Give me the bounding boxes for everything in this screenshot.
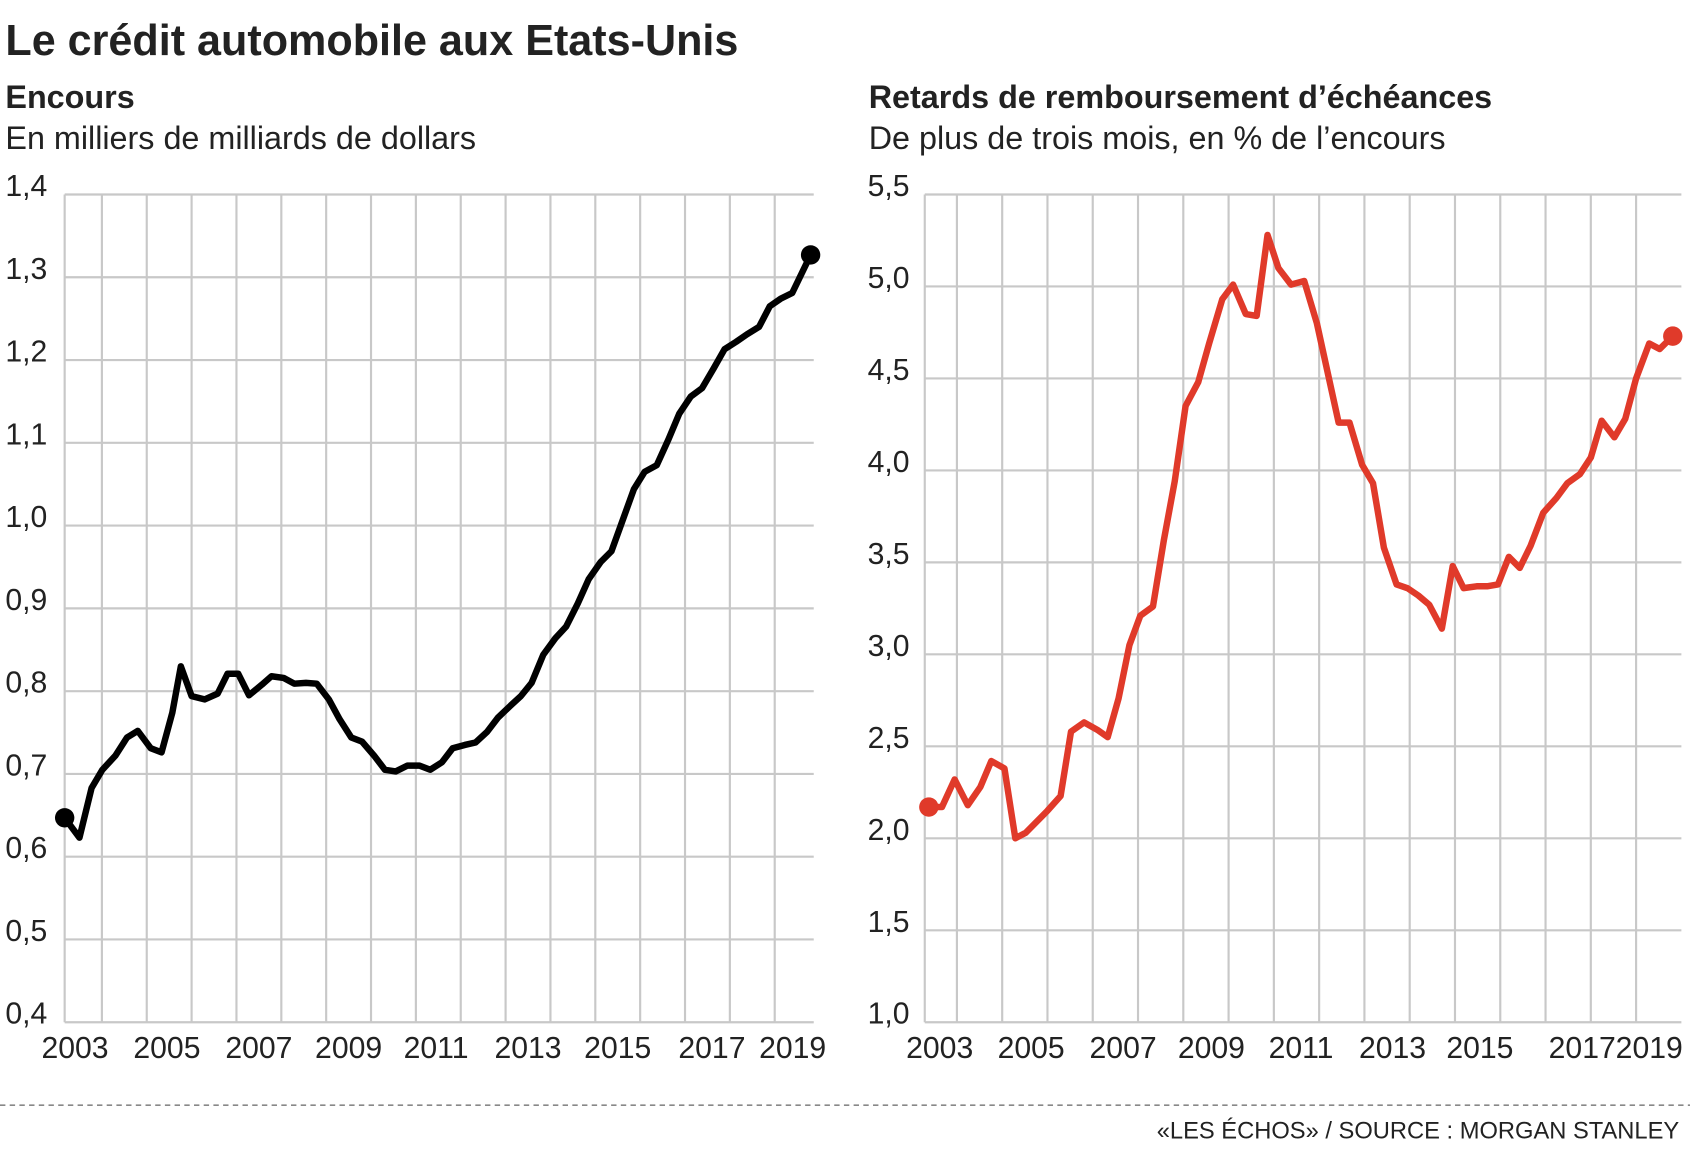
y-tick-label: 0,8 [5, 667, 47, 700]
x-tick-label: 2011 [404, 1032, 469, 1065]
y-tick-label: 1,0 [5, 501, 47, 534]
y-tick-label: 2,0 [868, 814, 910, 847]
y-tick-label: 1,5 [868, 906, 910, 939]
y-tick-label: 5,5 [868, 170, 910, 203]
x-tick-label: 2005 [998, 1032, 1065, 1065]
y-tick-label: 1,2 [5, 336, 47, 369]
x-tick-label: 2015 [1446, 1032, 1513, 1065]
x-tick-label: 2013 [494, 1032, 561, 1065]
x-tick-label: 2013 [1359, 1032, 1426, 1065]
x-tick-label: 2007 [1090, 1032, 1157, 1065]
x-tick-label: 2017 [678, 1032, 745, 1065]
end-point [800, 245, 821, 265]
chart-subtitle: En milliers de milliards de dollars [5, 120, 476, 156]
data-line [61, 251, 814, 841]
chart-title: Encours [5, 79, 134, 115]
end-point [919, 797, 939, 817]
x-tick-label: 2011 [1269, 1032, 1334, 1065]
data-line [925, 231, 1677, 842]
y-tick-label: 0,9 [5, 584, 47, 617]
end-point [54, 808, 75, 828]
y-tick-label: 1,0 [868, 998, 910, 1031]
x-tick-label: 2003 [41, 1032, 108, 1065]
y-tick-label: 1,3 [5, 253, 47, 286]
x-tick-label: 2009 [315, 1032, 382, 1065]
x-tick-label: 2003 [906, 1032, 973, 1065]
y-tick-label: 0,6 [5, 832, 47, 865]
y-tick-label: 0,5 [5, 915, 47, 948]
chart-subtitle: De plus de trois mois, en % de l’encours [869, 120, 1446, 156]
x-tick-label: 2007 [225, 1032, 292, 1065]
y-tick-label: 4,5 [868, 354, 910, 387]
y-tick-label: 0,7 [5, 749, 47, 782]
main-title: Le crédit automobile aux Etats-Unis [5, 17, 738, 65]
x-tick-label: 2009 [1178, 1032, 1245, 1065]
y-tick-label: 1,1 [5, 418, 47, 451]
y-tick-label: 2,5 [868, 722, 910, 755]
x-tick-label: 2005 [133, 1032, 200, 1065]
x-tick-label: 2019 [759, 1032, 826, 1065]
y-tick-label: 5,0 [868, 262, 910, 295]
y-tick-label: 3,5 [868, 538, 910, 571]
x-tick-label: 2015 [584, 1032, 651, 1065]
y-tick-label: 4,0 [868, 446, 910, 479]
y-tick-label: 3,0 [868, 630, 910, 663]
chart-title: Retards de remboursement d’échéances [869, 79, 1492, 115]
source: «LES ÉCHOS» / SOURCE : MORGAN STANLEY [1157, 1117, 1680, 1144]
end-point [1663, 326, 1683, 346]
y-tick-label: 1,4 [5, 170, 47, 203]
x-tick-label: 2017 [1549, 1032, 1616, 1065]
x-tick-label: 2019 [1616, 1032, 1683, 1065]
y-tick-label: 0,4 [5, 998, 47, 1031]
